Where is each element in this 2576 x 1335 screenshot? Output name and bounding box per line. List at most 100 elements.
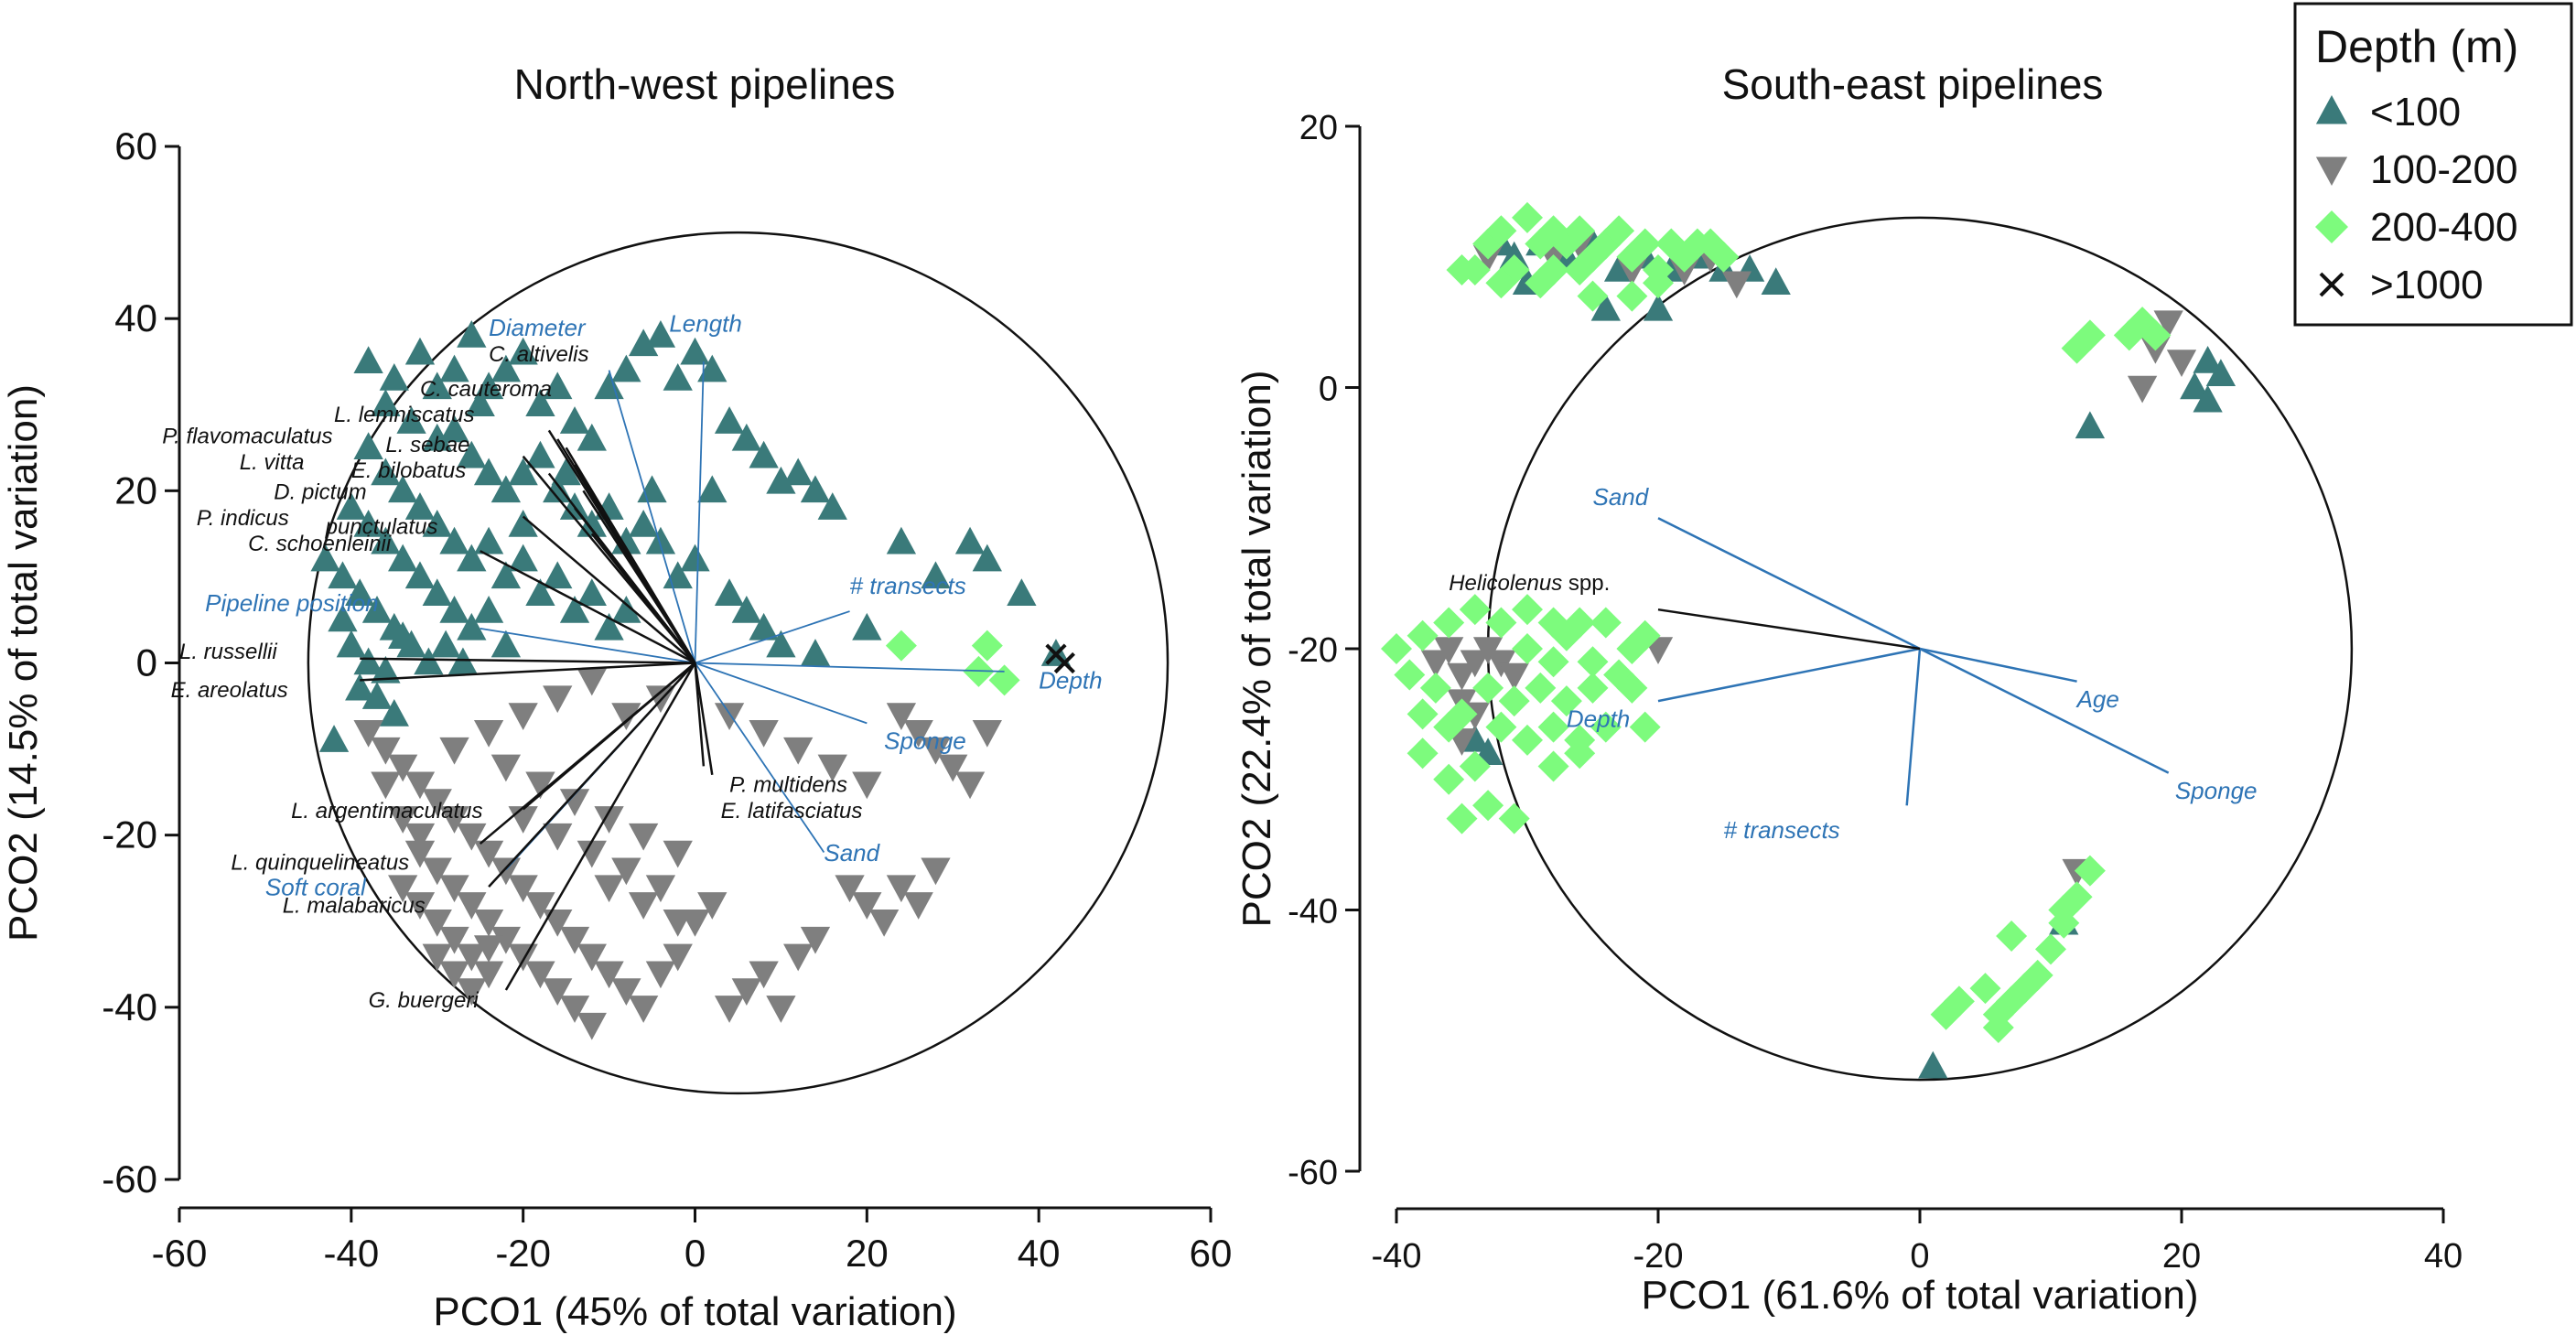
data-point (663, 840, 693, 868)
data-point (543, 561, 573, 589)
data-point (457, 612, 487, 641)
data-point (490, 475, 522, 503)
data-point (1590, 607, 1622, 639)
data-point (559, 789, 590, 817)
data-point (559, 406, 590, 434)
species-vector-label: C. schoenleinii (248, 532, 392, 556)
data-point (577, 423, 607, 451)
data-point (422, 509, 452, 537)
data-point (886, 875, 917, 903)
data-point (1512, 724, 1543, 756)
data-point (473, 840, 504, 868)
data-point (1433, 607, 1465, 639)
data-points (310, 319, 1075, 1040)
legend-marker (2319, 272, 2344, 297)
legend-marker (2315, 210, 2348, 243)
data-point (2048, 894, 2080, 926)
data-point (817, 492, 847, 520)
data-point (577, 578, 607, 606)
data-point (1525, 672, 1557, 704)
data-point (714, 703, 745, 730)
species-vector-label: L. quinquelineatus (231, 850, 409, 875)
x-tick-label: 0 (1910, 1237, 1929, 1276)
species-vector-label: G. buergeri (369, 988, 480, 1013)
data-point (404, 823, 436, 851)
y-tick-label: -60 (102, 1157, 157, 1200)
data-point (1564, 215, 1596, 247)
data-point (697, 475, 728, 503)
data-point (1512, 594, 1543, 626)
data-point (388, 544, 418, 572)
data-point (835, 875, 865, 903)
data-point (328, 561, 358, 589)
data-point (938, 754, 968, 782)
data-point (663, 943, 693, 972)
data-point (1537, 750, 1569, 782)
data-point (921, 561, 951, 589)
data-point (371, 389, 401, 416)
data-point (749, 961, 779, 989)
data-point (508, 458, 538, 486)
data-point (508, 509, 538, 537)
y-tick-label: -20 (102, 813, 157, 856)
data-point (629, 892, 659, 920)
data-point (1512, 201, 1543, 233)
data-point (972, 720, 1002, 748)
data-point (543, 823, 573, 851)
x-tick-label: -60 (152, 1232, 208, 1275)
legend-items: <100 100-200 200-400 >1000 (2315, 90, 2517, 307)
data-point (1577, 280, 1609, 312)
data-point (490, 630, 522, 658)
data-point (490, 857, 522, 886)
species-vector (480, 550, 696, 664)
legend-item: 100-200 (2315, 147, 2517, 192)
data-point (2166, 350, 2197, 377)
data-point (1433, 763, 1465, 795)
data-point (680, 544, 710, 572)
data-point (543, 685, 573, 714)
data-point (1498, 802, 1530, 834)
chart-title: North-west pipelines (514, 60, 896, 108)
vectors: Sand Age Sponge Depth # transects Helicolenus… (1449, 483, 2257, 844)
data-point (525, 578, 555, 606)
species-vector (694, 662, 706, 767)
data-point (2205, 359, 2236, 386)
x-axis-label: PCO1 (61.6% of total variation) (1642, 1273, 2199, 1318)
species-vector-label: P. flavomaculatus (162, 425, 332, 449)
data-point (414, 647, 444, 675)
data-point (921, 737, 951, 765)
legend-item: <100 (2315, 90, 2461, 135)
data-point (404, 771, 436, 800)
series-200400 (885, 630, 1020, 696)
data-point (2153, 310, 2183, 339)
data-point (1472, 672, 1504, 704)
data-point (422, 943, 452, 972)
data-point (731, 423, 761, 451)
species-vector-label: L. argentimaculatus (291, 799, 482, 824)
data-point (2180, 371, 2210, 400)
data-point (1420, 650, 1451, 678)
data-point (594, 612, 624, 641)
species-vector-label: E. areolatus (171, 678, 288, 703)
data-point (361, 682, 393, 709)
data-point (457, 978, 487, 1007)
data-point (868, 910, 900, 937)
data-point (1721, 271, 1751, 299)
data-point (886, 526, 917, 554)
env-vector-label: Sand (1593, 483, 1650, 511)
data-point (1446, 802, 1478, 834)
data-point (404, 892, 436, 920)
y-tick-label: -20 (1288, 631, 1338, 670)
env-vector (1905, 648, 1922, 806)
species-vector (360, 662, 695, 682)
data-point (1537, 215, 1569, 247)
legend-label: 100-200 (2370, 147, 2517, 192)
data-point (439, 354, 469, 382)
data-point (525, 389, 555, 416)
data-point (525, 961, 555, 989)
x-tick-label: -20 (495, 1232, 551, 1275)
data-point (1761, 267, 1791, 296)
legend-item: >1000 (2319, 263, 2484, 307)
x-tick-label: -20 (1633, 1237, 1684, 1276)
